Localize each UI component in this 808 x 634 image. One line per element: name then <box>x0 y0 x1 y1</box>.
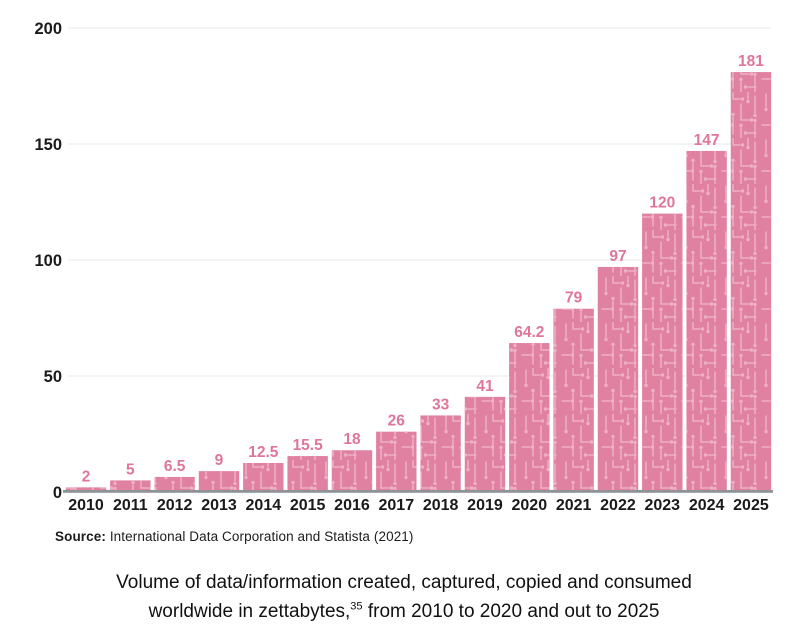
x-axis-tick-label: 2012 <box>157 497 193 514</box>
bar-value-label: 26 <box>388 413 406 430</box>
bar-value-label: 5 <box>126 461 135 478</box>
source-note: Source: International Data Corporation a… <box>55 529 414 544</box>
bar-pattern-2024 <box>686 150 727 492</box>
bar-pattern-2019 <box>464 396 506 492</box>
bar-pattern-2015 <box>287 456 328 492</box>
y-axis-tick-label: 0 <box>53 484 62 502</box>
bar-pattern-2010 <box>65 487 107 492</box>
bar-value-label: 181 <box>738 53 764 70</box>
bar-value-label: 120 <box>649 195 675 212</box>
bar-pattern-2023 <box>642 213 683 492</box>
bar-pattern-2013 <box>198 471 240 492</box>
x-axis-tick-label: 2014 <box>246 497 282 514</box>
chart-caption: Volume of data/information created, capt… <box>0 568 808 626</box>
bar-value-label: 2 <box>82 468 91 485</box>
caption-line2-tail: from 2010 to 2020 and out to 2025 <box>362 601 660 622</box>
bar-pattern-2014 <box>243 463 284 492</box>
bar-value-label: 79 <box>565 290 583 307</box>
bar-value-label: 12.5 <box>248 444 279 461</box>
y-axis-tick-label: 200 <box>34 20 62 38</box>
x-axis-tick-label: 2024 <box>689 497 725 514</box>
bar-pattern-2017 <box>376 431 417 492</box>
bar-value-label: 9 <box>215 452 224 469</box>
source-label: Source: <box>55 529 106 544</box>
x-axis-tick-label: 2021 <box>556 497 592 514</box>
caption-line2: worldwide in zettabytes,35 from 2010 to … <box>0 597 808 626</box>
bar-chart: 0 50 100 150 200 2 2010 5 2011 6.5 2012 9 2013 12.5 20… <box>34 20 773 514</box>
y-axis-tick-label: 100 <box>34 252 62 270</box>
bar-value-label: 41 <box>476 378 494 395</box>
x-axis-tick-label: 2023 <box>644 497 680 514</box>
bar-pattern-2020 <box>509 343 550 492</box>
bar-value-label: 97 <box>609 248 626 265</box>
bar-pattern-2016 <box>331 450 373 492</box>
source-text: International Data Corporation and Stati… <box>105 529 414 544</box>
y-axis-tick-label: 50 <box>44 368 62 386</box>
caption-line1: Volume of data/information created, capt… <box>116 572 692 593</box>
x-axis-tick-label: 2022 <box>600 497 636 514</box>
bar-value-label: 15.5 <box>293 437 324 454</box>
x-axis-tick-label: 2025 <box>733 497 769 514</box>
x-axis-line <box>63 490 773 493</box>
bar-value-label: 6.5 <box>164 458 186 475</box>
bar-pattern-2021 <box>553 308 594 492</box>
bar-value-label: 18 <box>343 431 361 448</box>
x-axis-tick-label: 2013 <box>201 497 237 514</box>
bar-pattern-2022 <box>597 266 639 492</box>
bar-value-label: 147 <box>694 132 720 149</box>
caption-line2-text: worldwide in zettabytes, <box>148 601 351 622</box>
x-axis-tick-label: 2020 <box>512 497 548 514</box>
x-axis-tick-label: 2011 <box>113 497 148 514</box>
x-axis-tick-label: 2010 <box>68 497 104 514</box>
caption-footnote-ref: 35 <box>350 600 363 613</box>
x-axis-tick-label: 2019 <box>467 497 503 514</box>
bar-pattern-2011 <box>110 480 151 492</box>
x-axis-tick-label: 2018 <box>423 497 459 514</box>
bar-pattern-2018 <box>420 415 461 492</box>
bar-value-label: 64.2 <box>514 324 544 341</box>
bar-pattern-2012 <box>154 476 195 492</box>
x-axis-tick-label: 2017 <box>379 497 415 514</box>
bar-pattern-2025 <box>730 72 772 492</box>
bar-value-label: 33 <box>432 396 450 413</box>
x-axis-tick-label: 2015 <box>290 497 326 514</box>
y-axis-tick-label: 150 <box>34 136 62 154</box>
x-axis-tick-label: 2016 <box>334 497 370 514</box>
